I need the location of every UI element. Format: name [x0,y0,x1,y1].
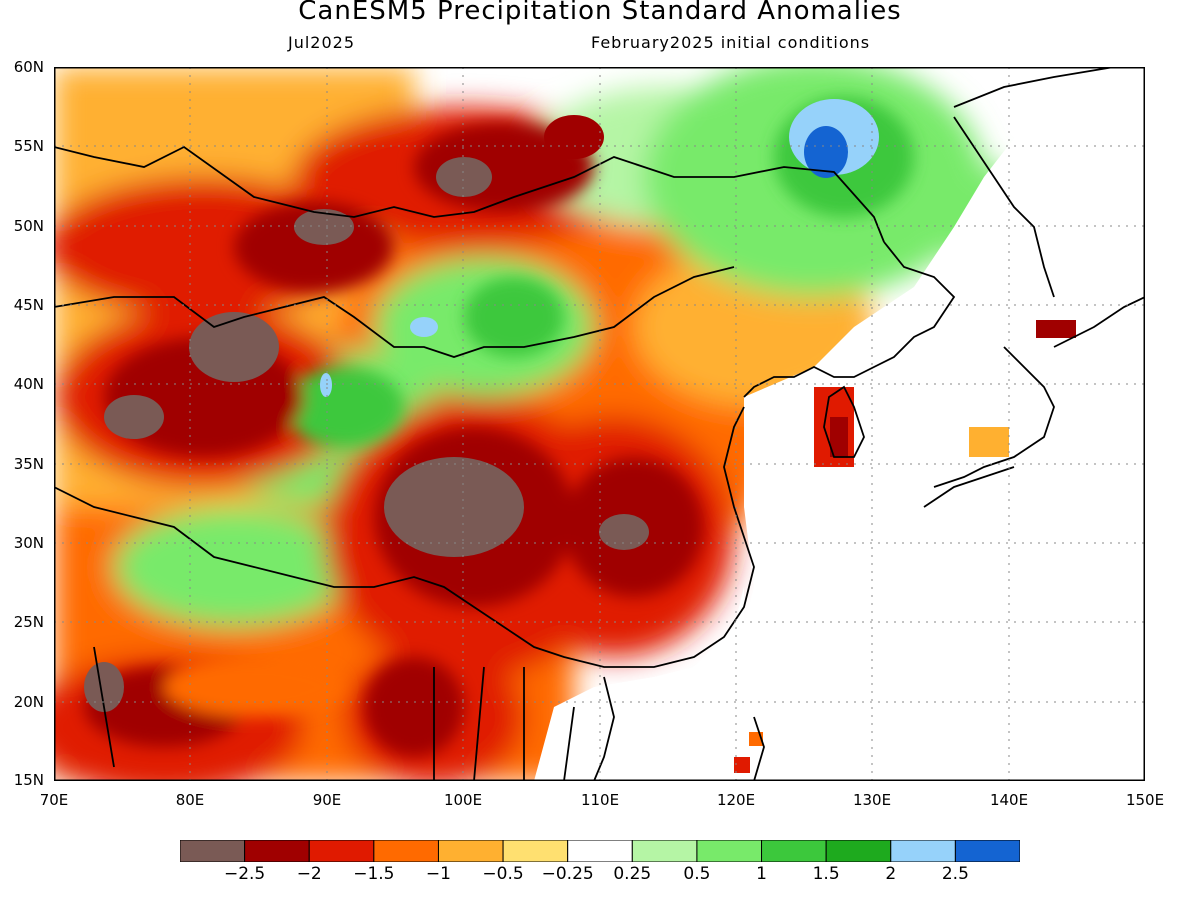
lat-label-25n: 25N [13,613,44,631]
colorbar-tick-label: −1 [425,864,451,884]
chart-title: CanESM5 Precipitation Standard Anomalies [298,0,902,26]
colorbar-swatch [502,840,569,862]
colorbar-swatch [890,840,956,862]
anomaly-map [54,67,1145,781]
lon-label-130e: 130E [852,791,892,809]
lat-label-55n: 55N [13,137,44,155]
colorbar [180,840,1020,862]
colorbar-tick-label: 2 [885,864,897,884]
lon-label-80e: 80E [175,791,205,809]
lat-label-35n: 35N [13,455,44,473]
lon-label-100e: 100E [443,791,483,809]
colorbar-swatch [308,840,375,862]
lat-label-50n: 50N [13,217,44,235]
colorbar-tick-label: −0.5 [482,864,524,884]
colorbar-tick-label: −2.5 [223,864,266,884]
lon-label-150e: 150E [1125,791,1165,809]
colorbar-swatch [954,840,1020,862]
colorbar-swatch [437,840,504,862]
colorbar-tick-label: 0.25 [613,864,652,884]
colorbar-tick-label: 1.5 [812,864,840,884]
lon-label-110e: 110E [580,791,620,809]
lon-label-90e: 90E [312,791,342,809]
colorbar-swatch [180,840,246,862]
colorbar-swatch [244,840,310,862]
init-conditions-label: February2025 initial conditions [591,33,871,52]
lon-label-140e: 140E [989,791,1029,809]
colorbar-tick-label: −2 [296,864,322,884]
lat-label-20n: 20N [13,693,44,711]
lon-label-70e: 70E [39,791,69,809]
colorbar-swatch [567,840,633,862]
colorbar-swatches [180,840,1020,862]
colorbar-swatch [631,840,698,862]
colorbar-swatch [825,840,892,862]
colorbar-swatch [373,840,439,862]
colorbar-tick-label: 1 [756,864,767,884]
lat-label-40n: 40N [13,375,44,393]
lat-label-45n: 45N [13,296,44,314]
colorbar-tick-label: −0.25 [541,864,594,884]
map-canvas [54,67,1145,781]
lat-label-30n: 30N [13,534,44,552]
colorbar-tick-label: 0.5 [683,864,711,884]
lat-label-15n: 15N [13,771,44,789]
valid-month-label: Jul2025 [288,33,356,52]
colorbar-swatch [696,840,763,862]
colorbar-swatch [761,840,827,862]
lon-label-120e: 120E [716,791,756,809]
colorbar-tick-label: 2.5 [941,864,969,884]
colorbar-tick-label: −1.5 [353,864,395,884]
lat-label-60n: 60N [13,58,44,76]
